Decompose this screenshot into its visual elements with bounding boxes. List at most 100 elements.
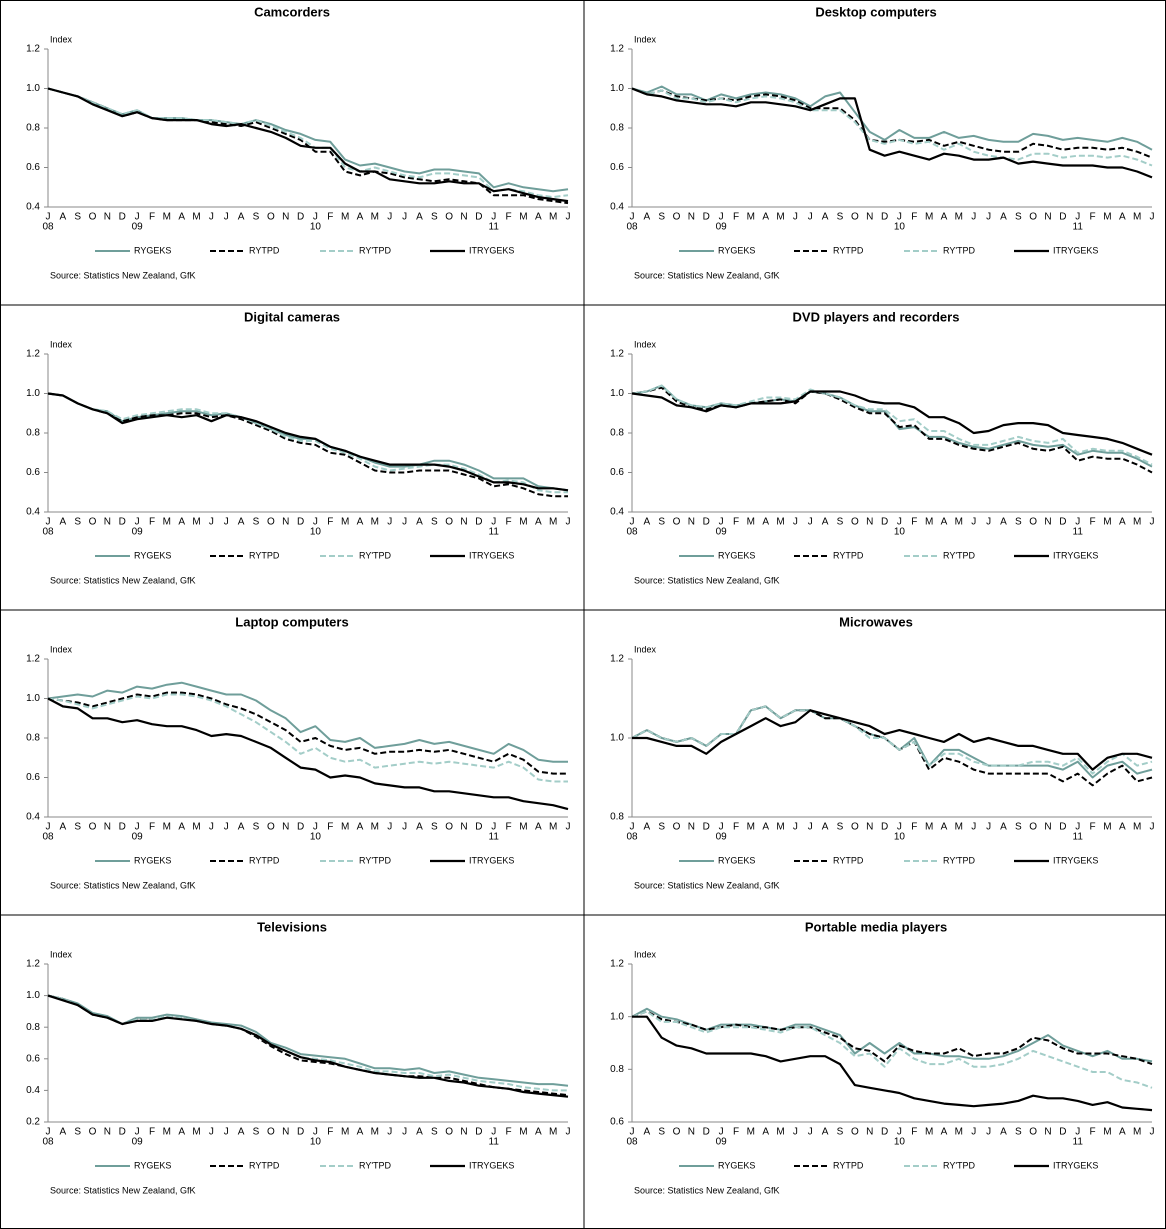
x-year-label: 11: [1073, 832, 1084, 843]
y-tick-label: 1.0: [26, 990, 40, 1001]
x-tick-label: M: [925, 212, 933, 223]
x-tick-label: M: [341, 517, 349, 528]
x-tick-label: S: [253, 1127, 260, 1138]
x-tick-label: D: [297, 517, 304, 528]
x-tick-label: S: [1015, 1127, 1022, 1138]
x-tick-label: F: [1090, 1127, 1096, 1138]
legend-label: RYGEKS: [718, 550, 755, 560]
x-tick-label: J: [491, 1127, 496, 1138]
x-tick-label: A: [60, 517, 67, 528]
chart-title: Desktop computers: [815, 4, 936, 19]
legend-label: RYTPD: [249, 550, 280, 560]
x-tick-label: D: [119, 517, 126, 528]
x-tick-label: N: [104, 212, 111, 223]
x-year-label: 09: [716, 1137, 728, 1148]
x-tick-label: J: [630, 517, 635, 528]
x-tick-label: D: [475, 212, 482, 223]
y-tick-label: 0.6: [26, 772, 40, 783]
x-tick-label: F: [911, 822, 917, 833]
legend-label: RY'TPD: [359, 245, 392, 255]
x-tick-label: A: [644, 212, 651, 223]
x-year-label: 09: [132, 527, 144, 538]
x-tick-label: D: [703, 1127, 710, 1138]
x-tick-label: O: [1029, 822, 1037, 833]
y-tick-label: 0.6: [610, 467, 624, 478]
x-tick-label: F: [733, 822, 739, 833]
x-tick-label: M: [1103, 822, 1111, 833]
x-tick-label: N: [1044, 1127, 1051, 1138]
x-tick-label: A: [357, 517, 364, 528]
x-tick-label: O: [267, 212, 275, 223]
y-tick-label: 0.4: [26, 507, 40, 518]
x-tick-label: N: [866, 822, 873, 833]
x-tick-label: A: [416, 822, 423, 833]
x-tick-label: A: [644, 517, 651, 528]
y-tick-label: 1.2: [610, 44, 624, 55]
x-tick-label: D: [475, 517, 482, 528]
legend-label: RYGEKS: [134, 550, 171, 560]
x-tick-label: J: [387, 822, 392, 833]
x-tick-label: O: [673, 517, 681, 528]
x-tick-label: J: [630, 822, 635, 833]
x-tick-label: J: [313, 517, 318, 528]
x-tick-label: O: [851, 212, 859, 223]
x-tick-label: D: [297, 822, 304, 833]
x-tick-label: M: [1133, 822, 1141, 833]
x-tick-label: F: [327, 212, 333, 223]
x-tick-label: J: [1075, 517, 1080, 528]
x-tick-label: S: [837, 822, 844, 833]
x-year-label: 08: [42, 222, 54, 233]
x-tick-label: J: [566, 1127, 571, 1138]
x-tick-label: N: [866, 517, 873, 528]
y-tick-label: 0.6: [26, 1053, 40, 1064]
x-tick-label: O: [267, 822, 275, 833]
x-tick-label: A: [357, 1127, 364, 1138]
x-tick-label: M: [925, 517, 933, 528]
x-tick-label: S: [837, 517, 844, 528]
x-tick-label: S: [431, 212, 438, 223]
x-tick-label: M: [776, 517, 784, 528]
x-year-label: 09: [132, 222, 144, 233]
x-tick-label: O: [267, 517, 275, 528]
x-tick-label: A: [941, 212, 948, 223]
x-tick-label: N: [460, 212, 467, 223]
y-tick-label: 0.8: [26, 1022, 40, 1033]
x-year-label: 08: [42, 832, 54, 843]
x-tick-label: A: [178, 1127, 185, 1138]
x-tick-label: A: [1000, 517, 1007, 528]
x-tick-label: F: [733, 1127, 739, 1138]
x-tick-label: M: [1133, 212, 1141, 223]
x-tick-label: J: [313, 1127, 318, 1138]
chart-title: Televisions: [257, 919, 327, 934]
y-tick-label: 1.0: [26, 83, 40, 94]
x-tick-label: J: [808, 822, 813, 833]
x-tick-label: O: [1029, 1127, 1037, 1138]
x-year-label: 09: [132, 832, 144, 843]
x-tick-label: F: [149, 517, 155, 528]
x-tick-label: J: [1150, 822, 1155, 833]
legend-label: RYTPD: [833, 550, 864, 560]
series-line: [47, 994, 569, 1087]
legend-label: ITRYGEKS: [1053, 550, 1098, 560]
legend-label: ITRYGEKS: [469, 245, 514, 255]
x-tick-label: J: [971, 517, 976, 528]
x-tick-label: N: [688, 822, 695, 833]
x-tick-label: A: [60, 1127, 67, 1138]
x-tick-label: A: [941, 1127, 948, 1138]
x-tick-label: D: [119, 822, 126, 833]
x-tick-label: S: [253, 517, 260, 528]
y-tick-label: 0.8: [610, 428, 624, 439]
x-tick-label: O: [445, 212, 453, 223]
x-year-label: 09: [132, 1137, 144, 1148]
x-year-label: 10: [310, 1137, 322, 1148]
x-year-label: 08: [626, 527, 638, 538]
series-line: [631, 384, 1153, 468]
x-tick-label: J: [135, 212, 140, 223]
x-tick-label: M: [776, 1127, 784, 1138]
x-tick-label: J: [135, 822, 140, 833]
y-tick-label: 1.2: [610, 349, 624, 360]
x-year-label: 09: [716, 527, 728, 538]
x-tick-label: J: [387, 212, 392, 223]
